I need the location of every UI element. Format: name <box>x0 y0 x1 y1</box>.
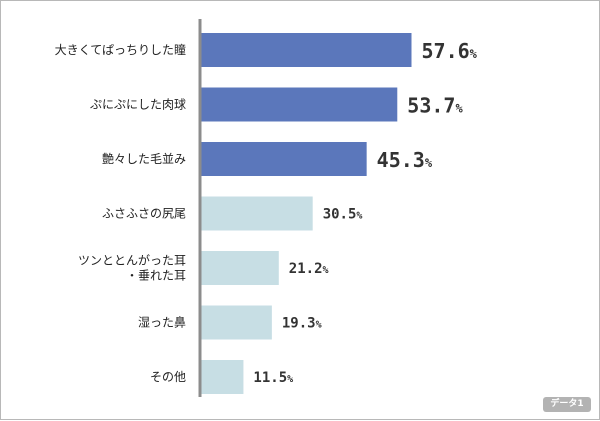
value-unit: % <box>316 320 322 331</box>
value-label: 19.3% <box>282 316 322 332</box>
bar <box>201 251 279 285</box>
value-unit: % <box>356 211 362 222</box>
value-label: 45.3% <box>377 148 433 172</box>
value-unit: % <box>455 102 463 116</box>
category-label: 湿った鼻 <box>138 315 186 330</box>
category-label: ツンととんがった耳 <box>78 253 186 268</box>
bar <box>201 305 272 340</box>
bar <box>201 196 313 231</box>
category-label: 艶々した毛並み <box>102 151 186 166</box>
bar <box>201 142 367 176</box>
category-label: ・垂れた耳 <box>126 269 186 283</box>
bar <box>201 33 412 67</box>
category-label: ぷにぷにした肉球 <box>90 98 186 112</box>
value-unit: % <box>470 47 478 61</box>
value-label: 53.7% <box>407 94 463 118</box>
data-badge: データ1 <box>543 397 591 412</box>
value-unit: % <box>287 374 293 385</box>
category-label: ふさふさの尻尾 <box>102 207 186 221</box>
value-label: 57.6% <box>422 39 478 63</box>
value-label: 21.2% <box>289 261 329 277</box>
value-label: 11.5% <box>253 370 293 386</box>
category-label: その他 <box>150 370 186 384</box>
bar <box>201 360 244 394</box>
bar <box>201 87 398 122</box>
category-label: 大きくてぱっちりした瞳 <box>55 42 186 57</box>
value-unit: % <box>425 156 433 170</box>
value-unit: % <box>323 265 329 276</box>
value-label: 30.5% <box>323 207 363 223</box>
